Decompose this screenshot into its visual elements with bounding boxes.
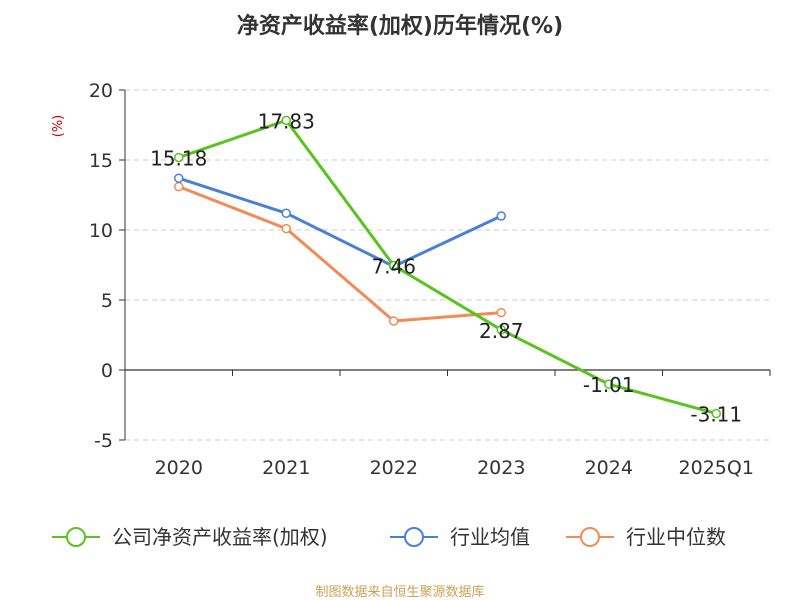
data-label: 2.87 [479,319,524,343]
data-label: -3.11 [690,403,742,427]
series-line [177,118,718,416]
series-line [177,176,503,268]
data-point [389,260,399,271]
data-point [496,325,506,335]
y-axis-unit-label: (%) [51,115,66,138]
axes: 20 15 10 5 0 -5 2020 2021 2022 2023 2024 2025Q1 [89,80,771,479]
x-tick-label: 2023 [477,457,525,479]
x-tick-label: 2022 [370,457,418,479]
legend-label: 公司净资产收益率(加权) [112,525,328,549]
x-tick-label: 2024 [585,457,633,479]
x-tick-label: 2025Q1 [679,457,754,479]
y-tick-label: 0 [101,360,113,382]
y-tick-label: 15 [89,150,113,172]
y-tick-label: 20 [89,80,113,102]
data-point [389,316,399,326]
data-point [174,152,184,163]
data-label: -1.01 [583,373,635,397]
data-labels: 15.18 17.83 7.46 2.87 -1.01 -3.11 [150,109,742,426]
series-line [177,185,503,323]
data-point [281,115,291,126]
x-tick-label: 2021 [262,457,310,479]
legend-swatch-marker [66,527,86,547]
y-tick-label: -5 [94,430,113,452]
series-lines [174,115,721,419]
chart-title: 净资产收益率(加权)历年情况(%) [237,13,563,39]
data-point [496,211,506,221]
data-label: 17.83 [258,109,315,133]
data-point [604,379,614,389]
legend: 公司净资产收益率(加权) 行业均值 行业中位数 [52,525,726,549]
data-point [496,307,506,318]
data-point [281,208,291,218]
data-label: 15.18 [150,146,207,170]
data-label: 7.46 [371,255,416,279]
legend-swatch-marker [404,527,424,547]
y-tick-label: 5 [101,290,113,312]
source-footnote: 制图数据来自恒生聚源数据库 [315,584,484,600]
data-point [281,223,291,234]
data-point [174,173,184,183]
data-point [174,181,184,192]
legend-swatch-marker [580,527,600,547]
legend-label: 行业均值 [450,525,530,549]
x-tick-label: 2020 [155,457,203,479]
y-tick-label: 10 [89,220,113,242]
data-point [711,408,721,419]
legend-label: 行业中位数 [626,525,726,549]
